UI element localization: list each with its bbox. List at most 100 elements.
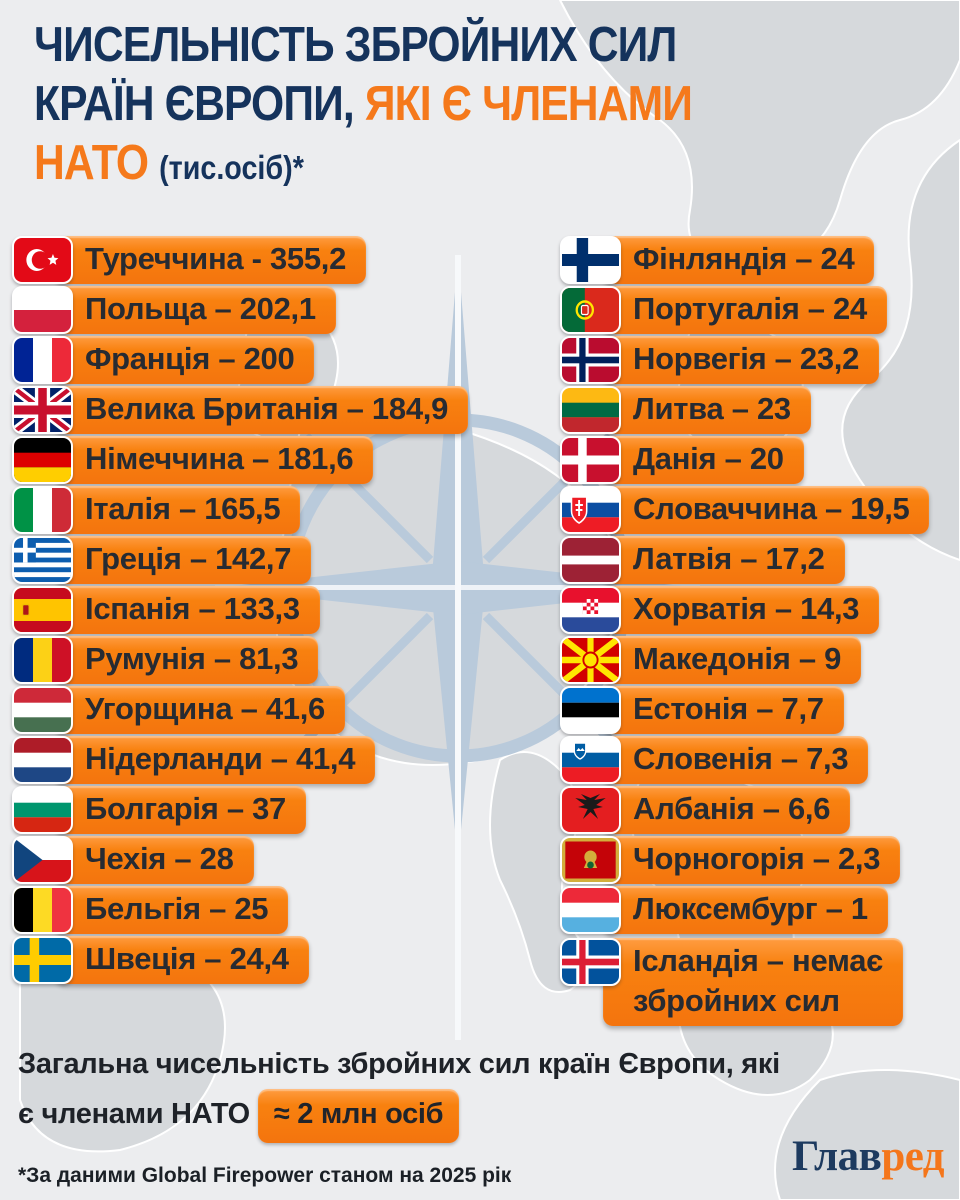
flag-poland-icon xyxy=(12,286,73,334)
summary-text: Загальна чисельність збройних сил країн … xyxy=(18,1040,788,1143)
flag-estonia-icon xyxy=(560,686,621,734)
country-row: Албанія – 6,6 xyxy=(560,786,929,834)
country-row: Нідерланди – 41,4 xyxy=(12,736,468,784)
title-line-2: КРАЇН ЄВРОПИ, ЯКІ Є ЧЛЕНАМИ xyxy=(34,75,693,134)
logo-part-dark: Глав xyxy=(791,1133,882,1180)
country-row: Італія – 165,5 xyxy=(12,486,468,534)
flag-hungary-icon xyxy=(12,686,73,734)
country-row: Румунія – 81,3 xyxy=(12,636,468,684)
title-line-2-orange: ЯКІ Є ЧЛЕНАМИ xyxy=(364,77,693,131)
country-row: Іспанія – 133,3 xyxy=(12,586,468,634)
flag-lithuania-icon xyxy=(560,386,621,434)
country-pill: Словаччина – 19,5 xyxy=(603,486,930,534)
country-row: Ісландія – немає збройних сил xyxy=(560,938,929,1026)
country-pill: Греція – 142,7 xyxy=(55,536,312,584)
flag-netherlands-icon xyxy=(12,736,73,784)
country-row: Угорщина – 41,6 xyxy=(12,686,468,734)
country-pill: Латвія – 17,2 xyxy=(603,536,845,584)
flag-denmark-icon xyxy=(560,436,621,484)
country-pill: Албанія – 6,6 xyxy=(603,786,851,834)
flag-greece-icon xyxy=(12,536,73,584)
title-unit-label: (тис.осіб)* xyxy=(159,149,304,186)
country-row: Франція – 200 xyxy=(12,336,468,384)
flag-slovenia-icon xyxy=(560,736,621,784)
page-title: ЧИСЕЛЬНІСТЬ ЗБРОЙНИХ СИЛ КРАЇН ЄВРОПИ, Я… xyxy=(34,16,790,197)
country-row: Македонія – 9 xyxy=(560,636,929,684)
country-pill: Румунія – 81,3 xyxy=(55,636,319,684)
flag-sweden-icon xyxy=(12,936,73,984)
flag-germany-icon xyxy=(12,436,73,484)
country-row: Фінляндія – 24 xyxy=(560,236,929,284)
country-row: Словенія – 7,3 xyxy=(560,736,929,784)
country-pill: Франція – 200 xyxy=(55,336,315,384)
flag-norway-icon xyxy=(560,336,621,384)
country-pill: Бельгія – 25 xyxy=(55,886,289,934)
country-pill: Данія – 20 xyxy=(603,436,804,484)
flag-portugal-icon xyxy=(560,286,621,334)
country-pill: Естонія – 7,7 xyxy=(603,686,844,734)
glavred-logo: Главред xyxy=(791,1132,945,1181)
country-row: Польща – 202,1 xyxy=(12,286,468,334)
country-pill: Чехія – 28 xyxy=(55,836,254,884)
flag-turkey-icon xyxy=(12,236,73,284)
source-footnote: *За даними Global Firepower станом на 20… xyxy=(18,1164,512,1187)
country-row: Бельгія – 25 xyxy=(12,886,468,934)
logo-part-orange: ред xyxy=(881,1133,944,1180)
flag-albania-icon xyxy=(560,786,621,834)
country-row: Данія – 20 xyxy=(560,436,929,484)
country-row: Чехія – 28 xyxy=(12,836,468,884)
country-row: Німеччина – 181,6 xyxy=(12,436,468,484)
country-pill: Чорногорія – 2,3 xyxy=(603,836,901,884)
flag-romania-icon xyxy=(12,636,73,684)
flag-belgium-icon xyxy=(12,886,73,934)
flag-finland-icon xyxy=(560,236,621,284)
country-pill: Угорщина – 41,6 xyxy=(55,686,345,734)
flag-luxembourg-icon xyxy=(560,886,621,934)
country-pill: Нідерланди – 41,4 xyxy=(55,736,376,784)
country-pill: Швеція – 24,4 xyxy=(55,936,309,984)
country-row: Болгарія – 37 xyxy=(12,786,468,834)
flag-france-icon xyxy=(12,336,73,384)
left-column: Туреччина - 355,2 Польща – 202,1 Франція –… xyxy=(12,236,469,984)
country-pill: Македонія – 9 xyxy=(603,636,862,684)
title-nato-label: НАТО xyxy=(34,136,160,190)
title-line-3: НАТО (тис.осіб)* xyxy=(34,134,692,197)
country-pill: Болгарія – 37 xyxy=(55,786,306,834)
country-row: Литва – 23 xyxy=(560,386,929,434)
flag-latvia-icon xyxy=(560,536,621,584)
country-pill: Німеччина – 181,6 xyxy=(55,436,374,484)
country-row: Швеція – 24,4 xyxy=(12,936,468,984)
country-row: Норвегія – 23,2 xyxy=(560,336,929,384)
total-badge: ≈ 2 млн осіб xyxy=(257,1089,460,1143)
flag-montenegro-icon xyxy=(560,836,621,884)
country-row: Туреччина - 355,2 xyxy=(12,236,468,284)
country-pill: Норвегія – 23,2 xyxy=(603,336,880,384)
country-pill: Велика Британія – 184,9 xyxy=(55,386,469,434)
country-pill: Польща – 202,1 xyxy=(55,286,336,334)
country-row: Словаччина – 19,5 xyxy=(560,486,930,534)
country-pill: Словенія – 7,3 xyxy=(603,736,869,784)
title-line-1: ЧИСЕЛЬНІСТЬ ЗБРОЙНИХ СИЛ xyxy=(34,18,677,72)
country-row: Велика Британія – 184,9 xyxy=(12,386,469,434)
flag-uk-icon xyxy=(12,386,73,434)
flag-spain-icon xyxy=(12,586,73,634)
title-line-2-dark: КРАЇН ЄВРОПИ, xyxy=(34,77,365,131)
country-pill: Литва – 23 xyxy=(603,386,811,434)
country-pill: Португалія – 24 xyxy=(603,286,887,334)
flag-croatia-icon xyxy=(560,586,621,634)
flag-bulgaria-icon xyxy=(12,786,73,834)
country-pill: Іспанія – 133,3 xyxy=(55,586,320,634)
country-pill: Фінляндія – 24 xyxy=(603,236,875,284)
right-column: Фінляндія – 24 Португалія – 24 Норвегія – … xyxy=(560,236,930,1026)
flag-iceland-icon xyxy=(560,938,621,986)
country-row: Естонія – 7,7 xyxy=(560,686,929,734)
flag-czechia-icon xyxy=(12,836,73,884)
flag-italy-icon xyxy=(12,486,73,534)
country-pill: Люксембург – 1 xyxy=(603,886,888,934)
country-pill: Італія – 165,5 xyxy=(55,486,301,534)
flag-macedonia-icon xyxy=(560,636,621,684)
summary-sentence: Загальна чисельність збройних сил країн … xyxy=(18,1048,780,1130)
country-row: Латвія – 17,2 xyxy=(560,536,929,584)
country-row: Чорногорія – 2,3 xyxy=(560,836,929,884)
